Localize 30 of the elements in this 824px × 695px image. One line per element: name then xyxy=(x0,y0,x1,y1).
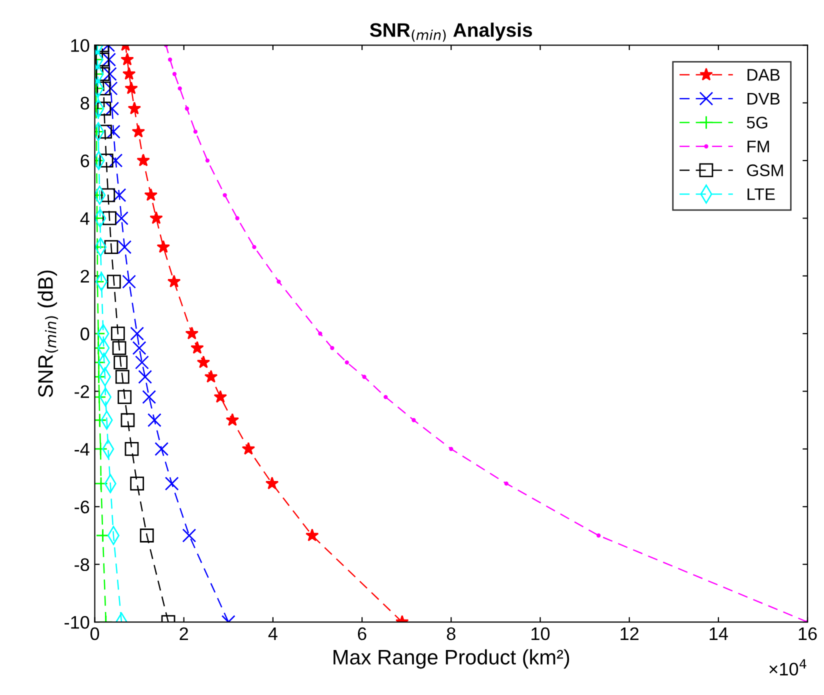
text: ×10$^{4}$ xyxy=(769,659,806,676)
y-tick-label: 10 xyxy=(71,39,90,52)
y-tick-label: 0 xyxy=(80,328,90,340)
x-tick-label: 2 xyxy=(180,627,188,640)
y-tick-label: -2 xyxy=(74,385,89,398)
legend-label: DAB xyxy=(748,69,780,81)
x-tick-label: 14 xyxy=(710,628,728,640)
x-tick-label: 8 xyxy=(446,627,456,640)
x-tick-label: 10 xyxy=(532,627,550,640)
x-axis-title: Max Range Product (km²) xyxy=(334,649,570,669)
x-tick-label: 4 xyxy=(268,628,278,640)
legend-label: LTE xyxy=(748,188,775,200)
y-tick-label: 8 xyxy=(80,96,90,110)
y-tick-label: 6 xyxy=(80,154,90,168)
legend-label: 5G xyxy=(746,116,768,128)
y-tick-label: -4 xyxy=(74,443,90,456)
legend-label: FM xyxy=(748,140,769,152)
x-tick-label: 16 xyxy=(798,627,817,640)
legend-label: GSM xyxy=(747,164,783,176)
x-tick-label: 12 xyxy=(620,627,638,640)
x-tick-label: 6 xyxy=(358,627,366,640)
legend-label: DVB xyxy=(748,92,780,104)
x-tick-label: 0 xyxy=(90,627,100,640)
y-tick-label: 4 xyxy=(80,212,90,225)
y-tick-label: -8 xyxy=(74,558,90,572)
y-tick-label: -6 xyxy=(74,500,90,514)
y-tick-label: 2 xyxy=(80,270,89,282)
chart-title: SNR$_{(min)}$ Analysis xyxy=(370,22,532,42)
y-tick-label: -10 xyxy=(64,616,90,629)
y-axis-title: SNR$_{(min)}$ (dB) xyxy=(38,270,58,398)
